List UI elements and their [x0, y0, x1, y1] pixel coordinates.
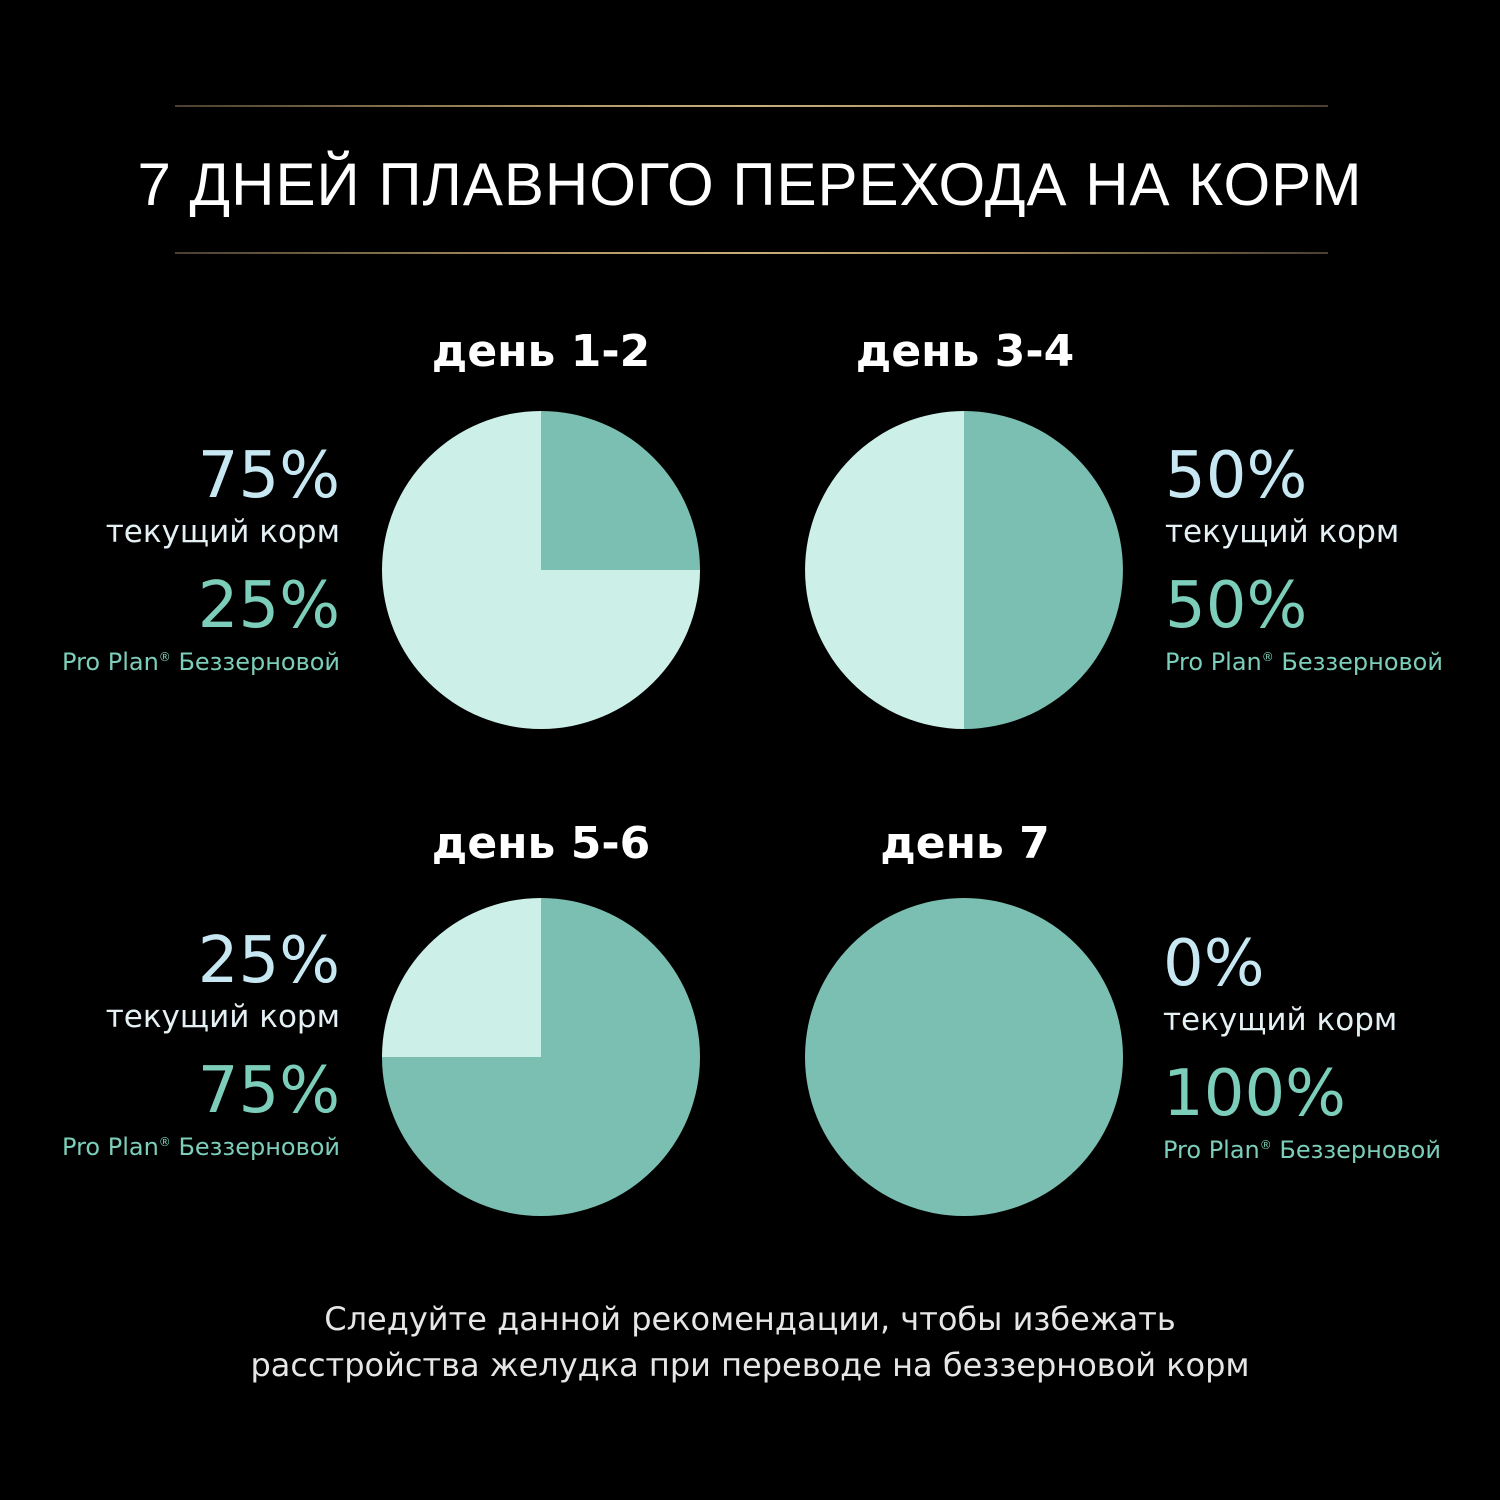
new-food-percent: 75%	[197, 1054, 340, 1128]
current-food-label: текущий корм	[105, 514, 340, 550]
pie-slice-current-food	[805, 411, 964, 729]
day-label-7: день 7	[880, 818, 1050, 869]
current-food-percent: 75%	[197, 439, 340, 513]
footer-line-1: Следуйте данной рекомендации, чтобы избе…	[324, 1300, 1176, 1338]
current-food-percent: 50%	[1165, 439, 1308, 513]
pie-slice-pro-plan	[805, 898, 1123, 1216]
top-divider	[175, 105, 1328, 107]
current-food-label: текущий корм	[1165, 514, 1400, 550]
day-label-1-2: день 1-2	[431, 326, 651, 377]
pie-svg	[382, 411, 700, 729]
footer-line-2: расстройства желудка при переводе на без…	[250, 1346, 1250, 1384]
page-title: 7 ДНЕЙ ПЛАВНОГО ПЕРЕХОДА НА КОРМ	[137, 151, 1363, 218]
stat-day-1-2: 75% текущий корм 25% Pro Plan® Беззернов…	[0, 440, 340, 677]
pie-chart-day-7	[803, 896, 1125, 1218]
new-food-label: Pro Plan® Беззерновой	[62, 1133, 340, 1161]
current-food-percent: 25%	[197, 924, 340, 998]
new-food-percent: 25%	[197, 569, 340, 643]
stat-day-5-6: 25% текущий корм 75% Pro Plan® Беззернов…	[0, 925, 340, 1162]
current-food-label: текущий корм	[1163, 1002, 1398, 1038]
stat-day-7: 0% текущий корм 100% Pro Plan® Беззернов…	[1163, 928, 1500, 1165]
footer-note: Следуйте данной рекомендации, чтобы избе…	[0, 1296, 1500, 1388]
new-food-label: Pro Plan® Беззерновой	[62, 648, 340, 676]
pie-slice-current-food	[382, 411, 700, 729]
new-food-percent: 100%	[1163, 1057, 1346, 1131]
new-food-label: Pro Plan® Беззерновой	[1163, 1136, 1441, 1164]
day-label-3-4: день 3-4	[855, 326, 1075, 377]
new-food-percent: 50%	[1165, 569, 1308, 643]
pie-svg	[805, 898, 1123, 1216]
pie-svg	[382, 898, 700, 1216]
stat-day-3-4: 50% текущий корм 50% Pro Plan® Беззернов…	[1165, 440, 1500, 677]
bottom-divider	[175, 252, 1328, 254]
pie-svg	[805, 411, 1123, 729]
current-food-percent: 0%	[1163, 927, 1265, 1001]
pie-slice-pro-plan	[964, 411, 1123, 729]
day-label-5-6: день 5-6	[431, 818, 651, 869]
pie-chart-day-5-6	[380, 896, 702, 1218]
current-food-label: текущий корм	[105, 999, 340, 1035]
pie-chart-day-1-2	[380, 409, 702, 731]
pie-slice-pro-plan	[541, 411, 700, 570]
new-food-label: Pro Plan® Беззерновой	[1165, 648, 1443, 676]
pie-chart-day-3-4	[803, 409, 1125, 731]
pie-slice-current-food	[382, 898, 541, 1057]
